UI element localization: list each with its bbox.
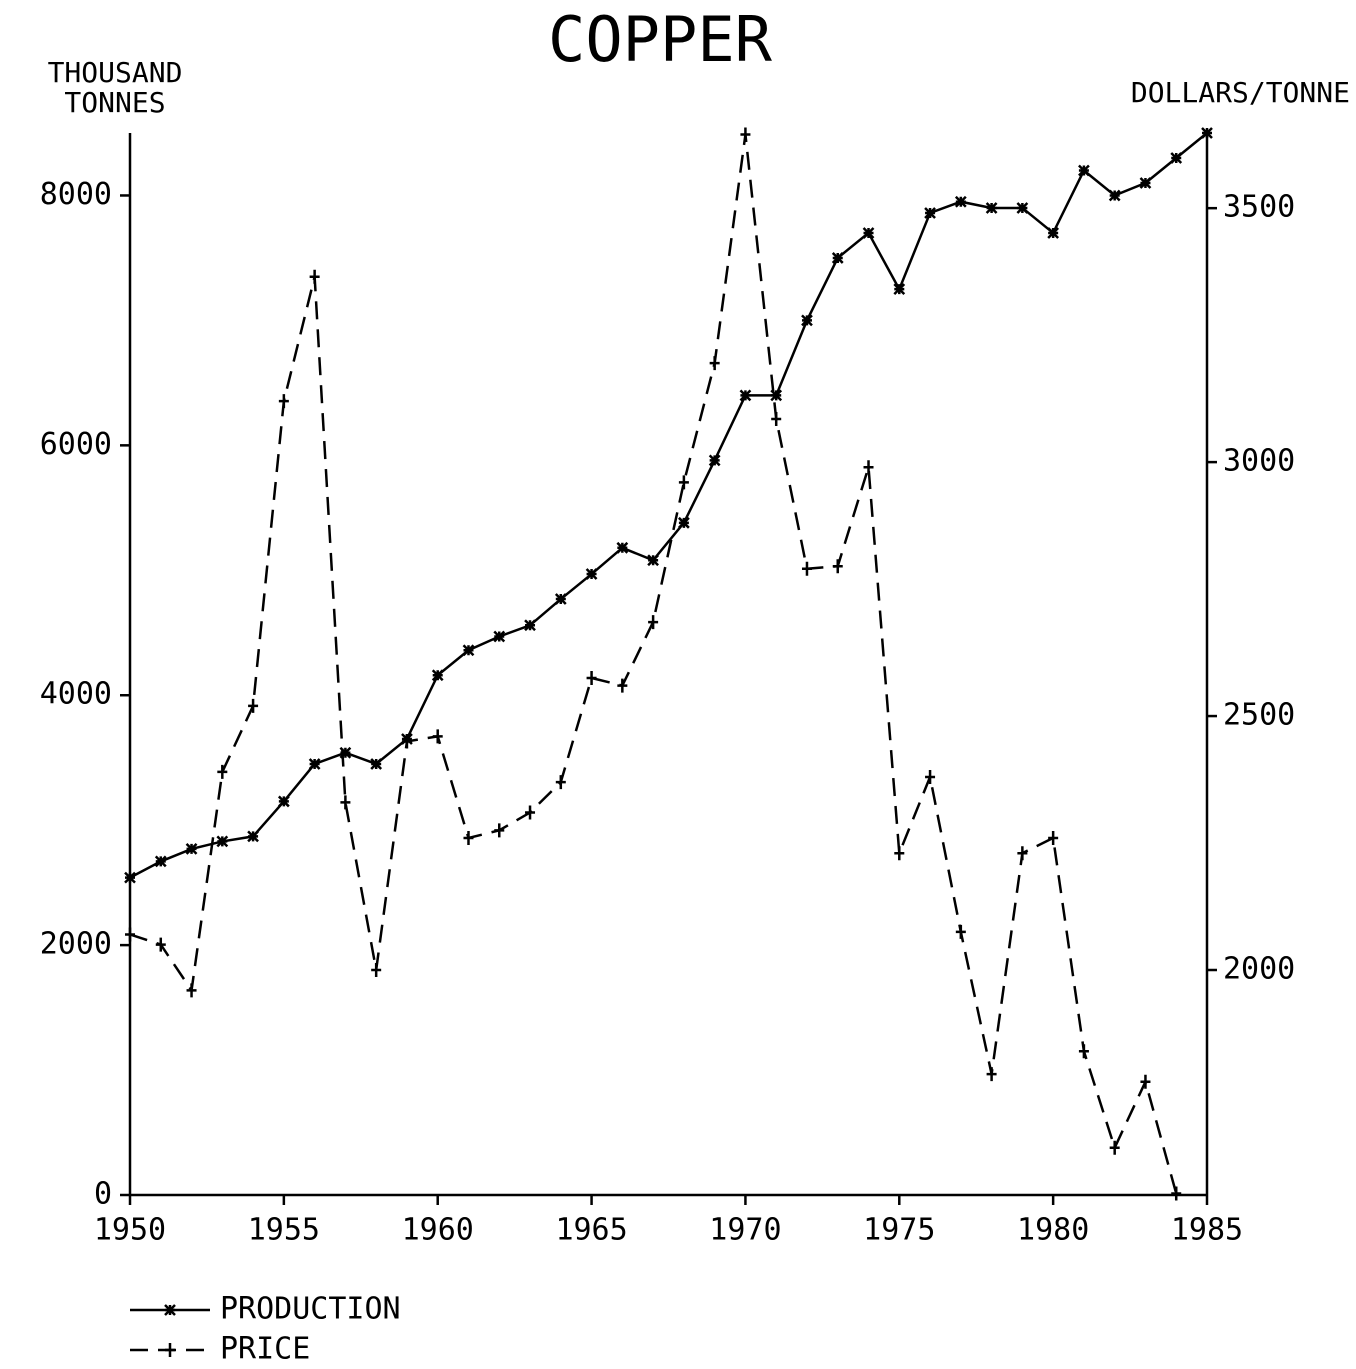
data-point [1048,830,1059,845]
data-point [648,615,659,630]
data-point [770,389,783,402]
data-point [154,855,167,868]
legend-label: PRICE [220,1332,310,1367]
data-point [678,516,690,529]
x-tick-label: 1960 [402,1213,474,1248]
data-point [493,630,506,643]
data-point [463,830,474,845]
data-point [708,454,721,467]
legend-label: PRODUCTION [220,1292,401,1327]
data-point [432,729,443,744]
data-point [494,823,505,838]
data-point [555,775,566,790]
x-tick-label: 1975 [863,1213,935,1248]
data-point [339,746,352,759]
data-point [309,269,320,284]
data-point [525,805,536,820]
data-point [585,568,598,580]
data-point [247,830,259,843]
data-point [586,670,597,685]
data-point [308,758,321,770]
data-point [863,460,874,475]
data-point [1047,227,1060,239]
y-axis-label: TONNES [64,86,165,119]
data-point [554,593,567,605]
y2-axis-label: DOLLARS/TONNE [1131,76,1350,109]
data-point [1201,127,1213,139]
data-point [1171,1186,1182,1201]
data-point [678,475,689,490]
data-point [740,127,751,142]
data-point [616,541,629,554]
data-point [924,207,936,219]
y-axis-label: THOUSAND [48,56,183,89]
data-point [217,764,228,779]
data-point [340,795,351,810]
data-point [186,983,197,998]
data-point [216,835,229,848]
data-point [832,559,843,574]
data-point [155,937,166,952]
data-point [1017,846,1028,861]
x-tick-label: 1985 [1171,1213,1243,1248]
x-tick-label: 1950 [94,1213,166,1248]
data-point [739,389,752,402]
data-point [771,411,782,426]
data-point [1078,164,1090,177]
data-point [954,195,967,208]
data-point [1108,189,1121,202]
x-tick-label: 1965 [555,1213,627,1248]
chart-title: COPPER [548,3,773,76]
data-point [125,927,135,942]
data-point [893,283,906,296]
data-point [709,356,720,371]
data-point [831,252,844,264]
x-tick-label: 1980 [1017,1213,1089,1248]
data-point [1078,1044,1089,1059]
data-point [462,644,475,657]
data-point [647,554,659,567]
y-tick-label: 4000 [40,677,112,712]
data-point [1016,202,1029,214]
y-tick-label: 8000 [40,177,112,212]
data-point [371,963,382,978]
legend-marker [164,1304,176,1316]
y-tick-label: 2000 [40,927,112,962]
y2-tick-label: 2000 [1223,952,1295,987]
data-point [370,758,383,770]
y2-tick-label: 3000 [1223,444,1295,479]
data-point [985,202,998,214]
data-point [1139,177,1152,189]
data-point [278,394,289,409]
y2-tick-label: 3500 [1223,190,1295,225]
data-point [925,770,936,785]
data-point [986,1067,997,1082]
data-point [431,669,444,682]
data-point [801,561,812,576]
y-tick-label: 0 [94,1177,112,1212]
data-point [248,698,259,713]
x-tick-label: 1970 [709,1213,781,1248]
data-point [277,795,290,808]
data-point [862,227,875,239]
data-point [617,678,628,693]
data-point [1170,152,1183,164]
legend-marker [165,1343,175,1357]
series-line [129,132,1208,879]
x-tick-label: 1955 [248,1213,320,1248]
data-point [894,846,905,861]
y2-tick-label: 2500 [1223,698,1295,733]
y-tick-label: 6000 [40,427,112,462]
data-point [124,871,136,884]
data-point [524,619,536,632]
data-point [1140,1074,1151,1089]
data-point [801,314,813,327]
series-line [129,134,1178,1194]
data-point [185,843,198,855]
data-point [955,924,966,939]
data-point [1109,1140,1120,1155]
data-point [401,734,412,749]
